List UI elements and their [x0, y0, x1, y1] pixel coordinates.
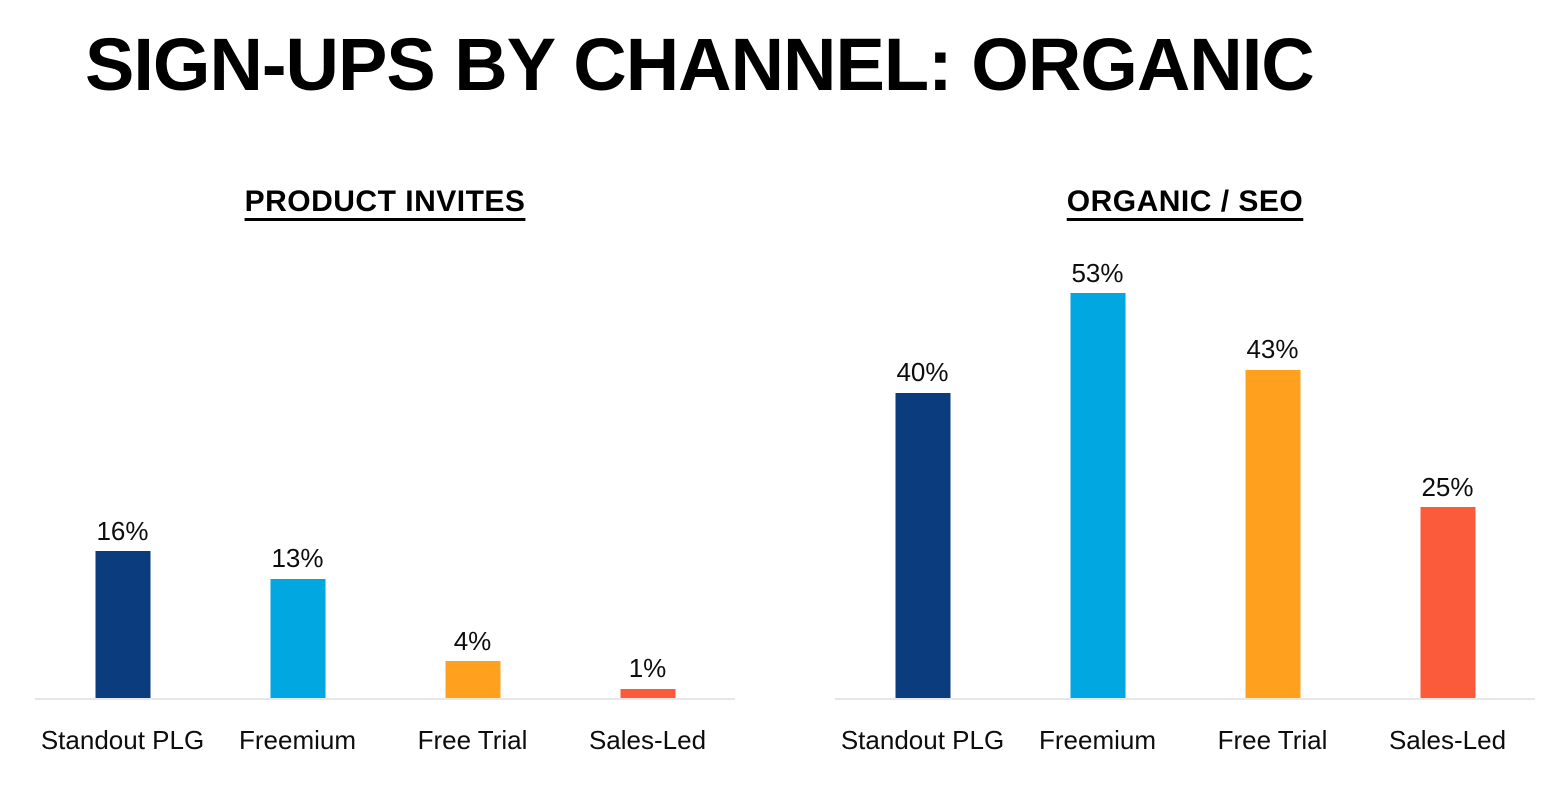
bar-value-label: 53% [1071, 257, 1124, 288]
chart-product-invites: PRODUCT INVITES 16% 13% 4% 1% Standout PLG F… [35, 184, 735, 756]
bar-value-label: 13% [271, 543, 324, 574]
plot-area-product-invites: 16% 13% 4% 1% [35, 240, 735, 698]
bar-cell: 40% [835, 240, 1010, 698]
bar-cell: 25% [1360, 240, 1535, 698]
bar-cell: 16% [35, 240, 210, 698]
bar [1420, 507, 1475, 698]
charts-row: PRODUCT INVITES 16% 13% 4% 1% Standout PLG F… [35, 184, 1535, 756]
category-labels-organic-seo: Standout PLG Freemium Free Trial Sales-Led [835, 725, 1535, 756]
bar [95, 551, 150, 698]
x-axis-line [835, 698, 1535, 700]
category-labels-product-invites: Standout PLG Freemium Free Trial Sales-Led [35, 725, 735, 756]
bar-value-label: 40% [896, 357, 949, 388]
bar-cell: 53% [1010, 240, 1185, 698]
category-label: Sales-Led [588, 725, 707, 755]
category-label: Free Trial [1217, 725, 1328, 755]
bar-cell: 13% [210, 240, 385, 698]
category-label: Free Trial [417, 725, 528, 755]
bar [270, 578, 325, 698]
bar-value-label: 16% [96, 515, 149, 546]
chart-title-product-invites: PRODUCT INVITES [244, 185, 526, 218]
plot-area-organic-seo: 40% 53% 43% 25% [835, 240, 1535, 698]
bar [620, 688, 675, 698]
bar [445, 661, 500, 698]
x-axis-line [35, 698, 735, 700]
bar-cell: 4% [385, 240, 560, 698]
page-title: SIGN-UPS BY CHANNEL: ORGANIC [85, 23, 1315, 106]
bar-value-label: 1% [628, 653, 667, 684]
category-label: Standout PLG [840, 725, 1005, 755]
chart-title-organic-seo: ORGANIC / SEO [1066, 185, 1304, 218]
bar-cell: 1% [560, 240, 735, 698]
category-label: Freemium [1038, 725, 1156, 755]
category-label: Standout PLG [40, 725, 205, 755]
bar [1245, 369, 1300, 698]
bar-value-label: 4% [453, 625, 492, 656]
bar [1070, 293, 1125, 698]
bar-value-label: 43% [1246, 334, 1299, 365]
bar-value-label: 25% [1421, 471, 1474, 502]
chart-organic-seo: ORGANIC / SEO 40% 53% 43% 25% Standout PLG F… [835, 184, 1535, 756]
bar [895, 392, 950, 698]
category-label: Sales-Led [1388, 725, 1507, 755]
bar-cell: 43% [1185, 240, 1360, 698]
category-label: Freemium [238, 725, 356, 755]
